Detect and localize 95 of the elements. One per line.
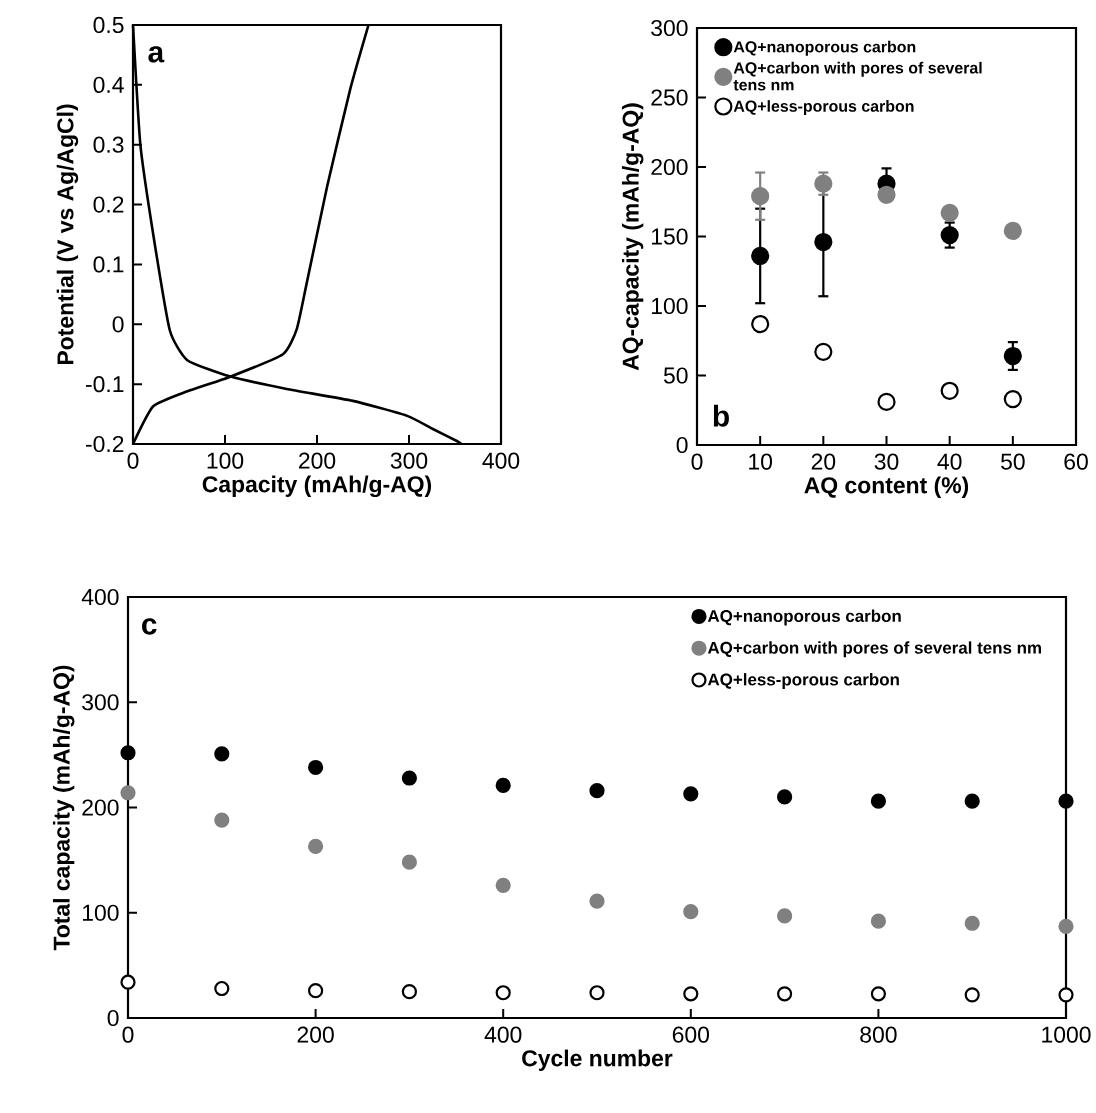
point [1003, 346, 1022, 366]
y-tick-label: 100 [83, 904, 119, 921]
point [751, 246, 770, 266]
point [589, 985, 605, 1001]
point [214, 746, 230, 762]
point [495, 877, 511, 893]
point [940, 203, 959, 222]
y-tick-label: 0.1 [93, 256, 124, 273]
x-tick-label: 10 [749, 453, 773, 470]
x-tick-label: 1000 [1042, 1026, 1091, 1043]
y-tick-label: 200 [82, 799, 119, 816]
point [683, 786, 699, 802]
x-tick-label: 600 [672, 1026, 710, 1043]
y-tick-label: 250 [651, 89, 688, 106]
point [777, 789, 793, 805]
point [214, 812, 230, 828]
x-tick-label: 20 [811, 453, 836, 470]
point [120, 785, 136, 801]
legend-label: AQ+carbon with pores of several tens nm [707, 641, 1041, 658]
y-tick-label: 100 [652, 297, 688, 315]
point [683, 986, 699, 1002]
x-axis-title: AQ content (%) [804, 476, 969, 498]
y-axis-title: AQ-capacity (mAh/g-AQ) [621, 103, 644, 371]
point [589, 783, 605, 799]
x-tick-label: 200 [297, 1026, 334, 1043]
annotation: c [142, 618, 157, 635]
point [308, 838, 324, 855]
x-tick-label: 0 [691, 453, 703, 470]
y-axis-title: Total capacity (mAh/g-AQ) [52, 665, 75, 951]
y-tick-label: -0.2 [86, 435, 124, 453]
point [964, 793, 980, 809]
y-tick-label: 0.4 [93, 76, 124, 93]
y-tick-label: 0.5 [93, 16, 124, 34]
y-tick-label: 0 [112, 316, 124, 333]
point [814, 232, 833, 252]
point [214, 980, 230, 997]
point [870, 913, 887, 929]
y-tick-label: 0.3 [93, 136, 124, 153]
y-tick-label: 0.2 [93, 196, 124, 213]
x-tick-label: 300 [390, 452, 428, 469]
y-tick-label: 200 [651, 158, 688, 176]
y-tick-label: 300 [82, 694, 119, 711]
point [495, 777, 511, 793]
x-tick-label: 0 [127, 452, 139, 469]
point [777, 908, 793, 924]
point [870, 986, 887, 1002]
point [964, 987, 980, 1003]
y-tick-label: 300 [651, 19, 688, 37]
point [870, 793, 887, 809]
legend-label: AQ+carbon with pores of several tens nm [733, 61, 982, 91]
x-tick-label: 200 [299, 452, 336, 469]
point [495, 985, 511, 1001]
point [964, 915, 980, 931]
point [308, 759, 324, 776]
point [877, 185, 896, 204]
point [120, 745, 136, 761]
point [1003, 221, 1022, 241]
point [401, 984, 417, 1000]
x-tick-label: 400 [482, 452, 520, 469]
point [751, 187, 770, 206]
x-tick-label: 40 [937, 453, 962, 470]
point [1003, 390, 1022, 409]
point [589, 893, 605, 909]
x-tick-label: 50 [1001, 453, 1025, 470]
x-axis-title: Cycle number [522, 1049, 673, 1071]
point [401, 770, 417, 786]
annotation: a [148, 46, 165, 63]
point [940, 226, 959, 245]
x-tick-label: 60 [1064, 453, 1088, 470]
point [814, 342, 833, 361]
y-tick-label: 0 [676, 436, 688, 454]
point [683, 904, 699, 920]
x-tick-label: 400 [484, 1026, 522, 1043]
point [751, 314, 770, 334]
annotation: b [713, 404, 729, 427]
x-tick-label: 100 [207, 452, 244, 469]
y-tick-label: 50 [663, 367, 688, 384]
point [308, 983, 324, 999]
point [877, 392, 896, 411]
legend-label: AQ+less-porous carbon [733, 100, 914, 115]
legend-label: AQ+less-porous carbon [707, 673, 899, 689]
x-axis-title: Capacity (mAh/g-AQ) [202, 475, 432, 498]
point [777, 986, 793, 1002]
y-tick-label: 0 [107, 1009, 119, 1027]
point [940, 381, 959, 400]
y-tick-label: 400 [81, 588, 119, 606]
x-tick-label: 800 [860, 1026, 897, 1043]
y-axis-title: Potential (V vs Ag/AgCl) [56, 104, 79, 365]
y-tick-label: -0.1 [86, 376, 124, 393]
legend-label: AQ+nanoporous carbon [733, 40, 916, 56]
point [401, 854, 417, 870]
x-tick-label: 30 [874, 453, 899, 470]
y-tick-label: 150 [652, 228, 688, 245]
point [120, 974, 136, 990]
legend-label: AQ+nanoporous carbon [707, 609, 901, 626]
